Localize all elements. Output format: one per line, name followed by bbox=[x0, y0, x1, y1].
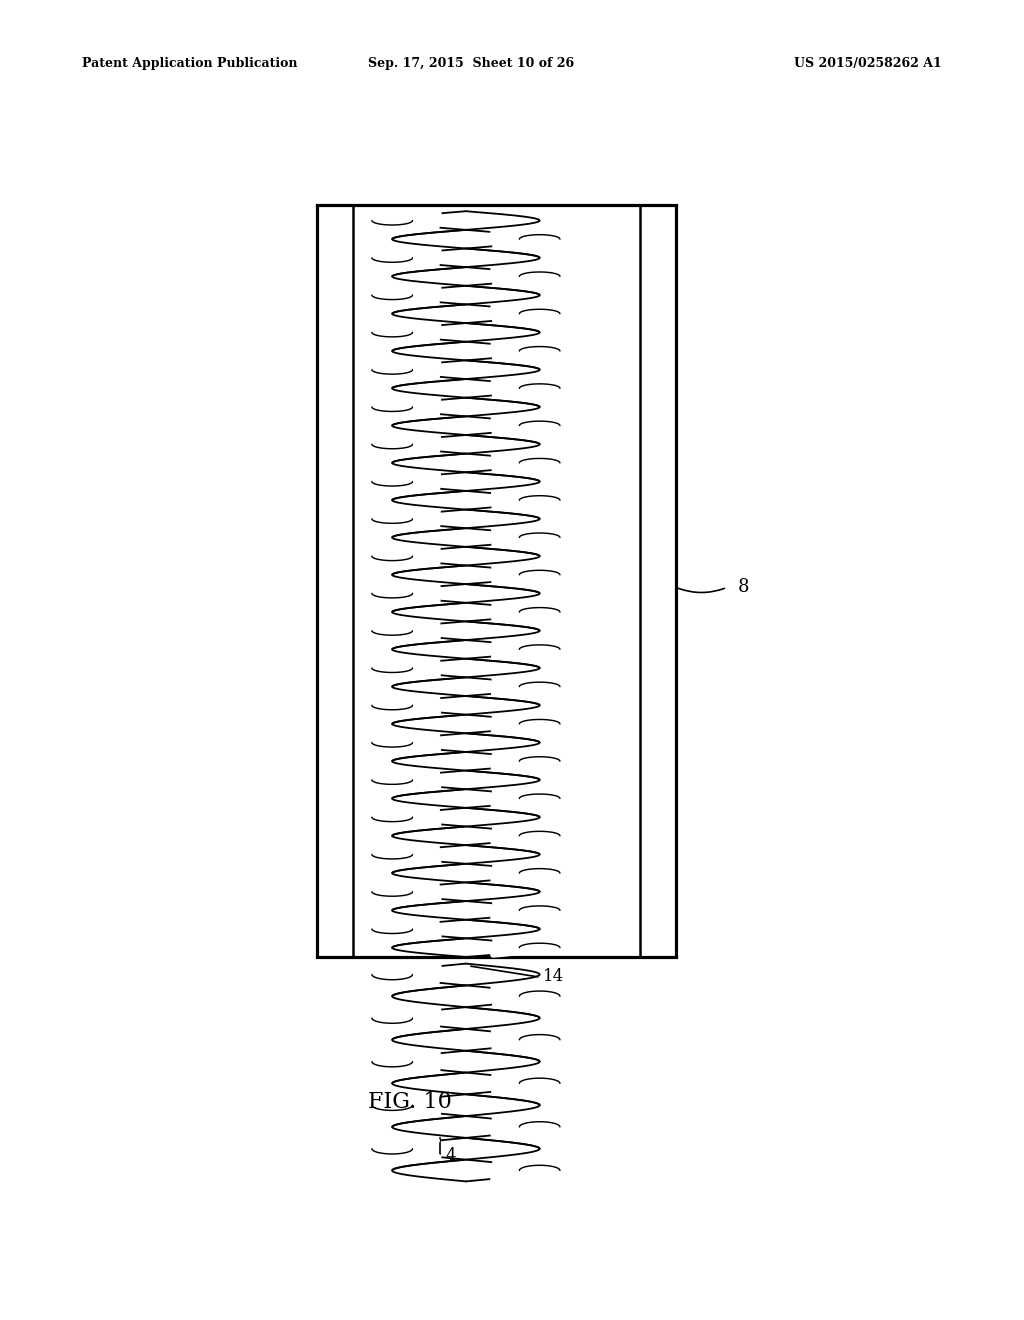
Text: Sep. 17, 2015  Sheet 10 of 26: Sep. 17, 2015 Sheet 10 of 26 bbox=[368, 57, 574, 70]
Text: 8: 8 bbox=[737, 578, 749, 597]
Text: US 2015/0258262 A1: US 2015/0258262 A1 bbox=[795, 57, 942, 70]
Text: 14: 14 bbox=[543, 969, 564, 985]
Text: 4: 4 bbox=[445, 1147, 456, 1163]
Text: FIG. 10: FIG. 10 bbox=[368, 1092, 452, 1113]
Text: Patent Application Publication: Patent Application Publication bbox=[82, 57, 297, 70]
